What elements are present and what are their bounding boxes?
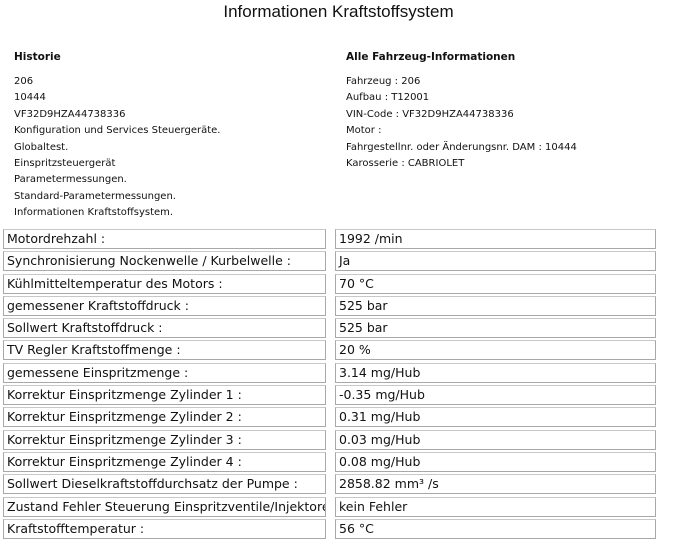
- history-line: Standard-Parametermessungen.: [14, 190, 176, 202]
- vehicle-info-section: Alle Fahrzeug-Informationen Fahrzeug : 2…: [346, 51, 577, 172]
- parameter-label: TV Regler Kraftstoffmenge :: [3, 340, 326, 361]
- page-title: Informationen Kraftstoffsystem: [223, 2, 454, 21]
- parameter-label: gemessener Kraftstoffdruck :: [3, 295, 326, 316]
- parameter-label: Kühlmitteltemperatur des Motors :: [3, 273, 326, 294]
- history-line: Konfiguration und Services Steuergeräte.: [14, 125, 221, 137]
- parameter-label: gemessene Einspritzmenge :: [3, 362, 326, 383]
- history-line: Globaltest.: [14, 141, 69, 153]
- vehicle-info-line: Karosserie : CABRIOLET: [346, 157, 465, 169]
- parameter-value: -0.35 mg/Hub: [335, 385, 656, 406]
- history-heading: Historie: [14, 51, 61, 63]
- parameter-value: 20 %: [335, 340, 656, 361]
- parameter-value: Ja: [335, 251, 656, 272]
- parameter-value: 0.31 mg/Hub: [335, 407, 656, 428]
- vehicle-info-line: Aufbau : T12001: [346, 92, 430, 104]
- parameter-label: Korrektur Einspritzmenge Zylinder 3 :: [3, 429, 326, 450]
- history-line: VF32D9HZA44738336: [14, 108, 126, 120]
- parameter-label: Sollwert Kraftstoffdruck :: [3, 318, 326, 339]
- vehicle-info-line: Motor :: [346, 125, 382, 137]
- parameter-value: 525 bar: [335, 318, 656, 339]
- parameter-value: 70 °C: [335, 273, 656, 294]
- parameter-value: 0.03 mg/Hub: [335, 429, 656, 450]
- history-line: Informationen Kraftstoffsystem.: [14, 207, 174, 219]
- parameter-value: 1992 /min: [335, 229, 656, 249]
- parameter-value: 0.08 mg/Hub: [335, 451, 656, 472]
- history-line: 206: [14, 76, 34, 87]
- parameter-value: 3.14 mg/Hub: [335, 362, 656, 383]
- parameter-label: Motordrehzahl :: [3, 229, 326, 249]
- parameter-label: Korrektur Einspritzmenge Zylinder 1 :: [3, 385, 326, 406]
- vehicle-info-line: VIN-Code : VF32D9HZA44738336: [346, 108, 514, 120]
- parameter-value: 2858.82 mm³ /s: [335, 474, 656, 495]
- vehicle-info-line: Fahrgestellnr. oder Änderungsnr. DAM : 1…: [346, 141, 577, 153]
- history-section: Historie 206 10444 VF32D9HZA44738336 Konfig…: [14, 51, 220, 222]
- history-line: 10444: [14, 92, 46, 104]
- parameter-label: Korrektur Einspritzmenge Zylinder 4 :: [3, 451, 326, 472]
- history-line: Parametermessungen.: [14, 174, 127, 186]
- parameter-value: 525 bar: [335, 295, 656, 316]
- history-line: Einspritzsteuergerät: [14, 157, 116, 169]
- parameter-label: Korrektur Einspritzmenge Zylinder 2 :: [3, 407, 326, 428]
- parameter-label: Kraftstofftemperatur :: [3, 518, 326, 539]
- vehicle-info-line: Fahrzeug : 206: [346, 76, 421, 87]
- parameter-label: Zustand Fehler Steuerung Einspritzventil…: [3, 496, 326, 517]
- parameter-label: Sollwert Dieselkraftstoffdurchsatz der P…: [3, 474, 326, 495]
- parameter-value: 56 °C: [335, 518, 656, 539]
- parameter-label: Synchronisierung Nockenwelle / Kurbelwel…: [3, 251, 326, 272]
- vehicle-info-heading: Alle Fahrzeug-Informationen: [346, 51, 516, 63]
- parameter-value: kein Fehler: [335, 496, 656, 517]
